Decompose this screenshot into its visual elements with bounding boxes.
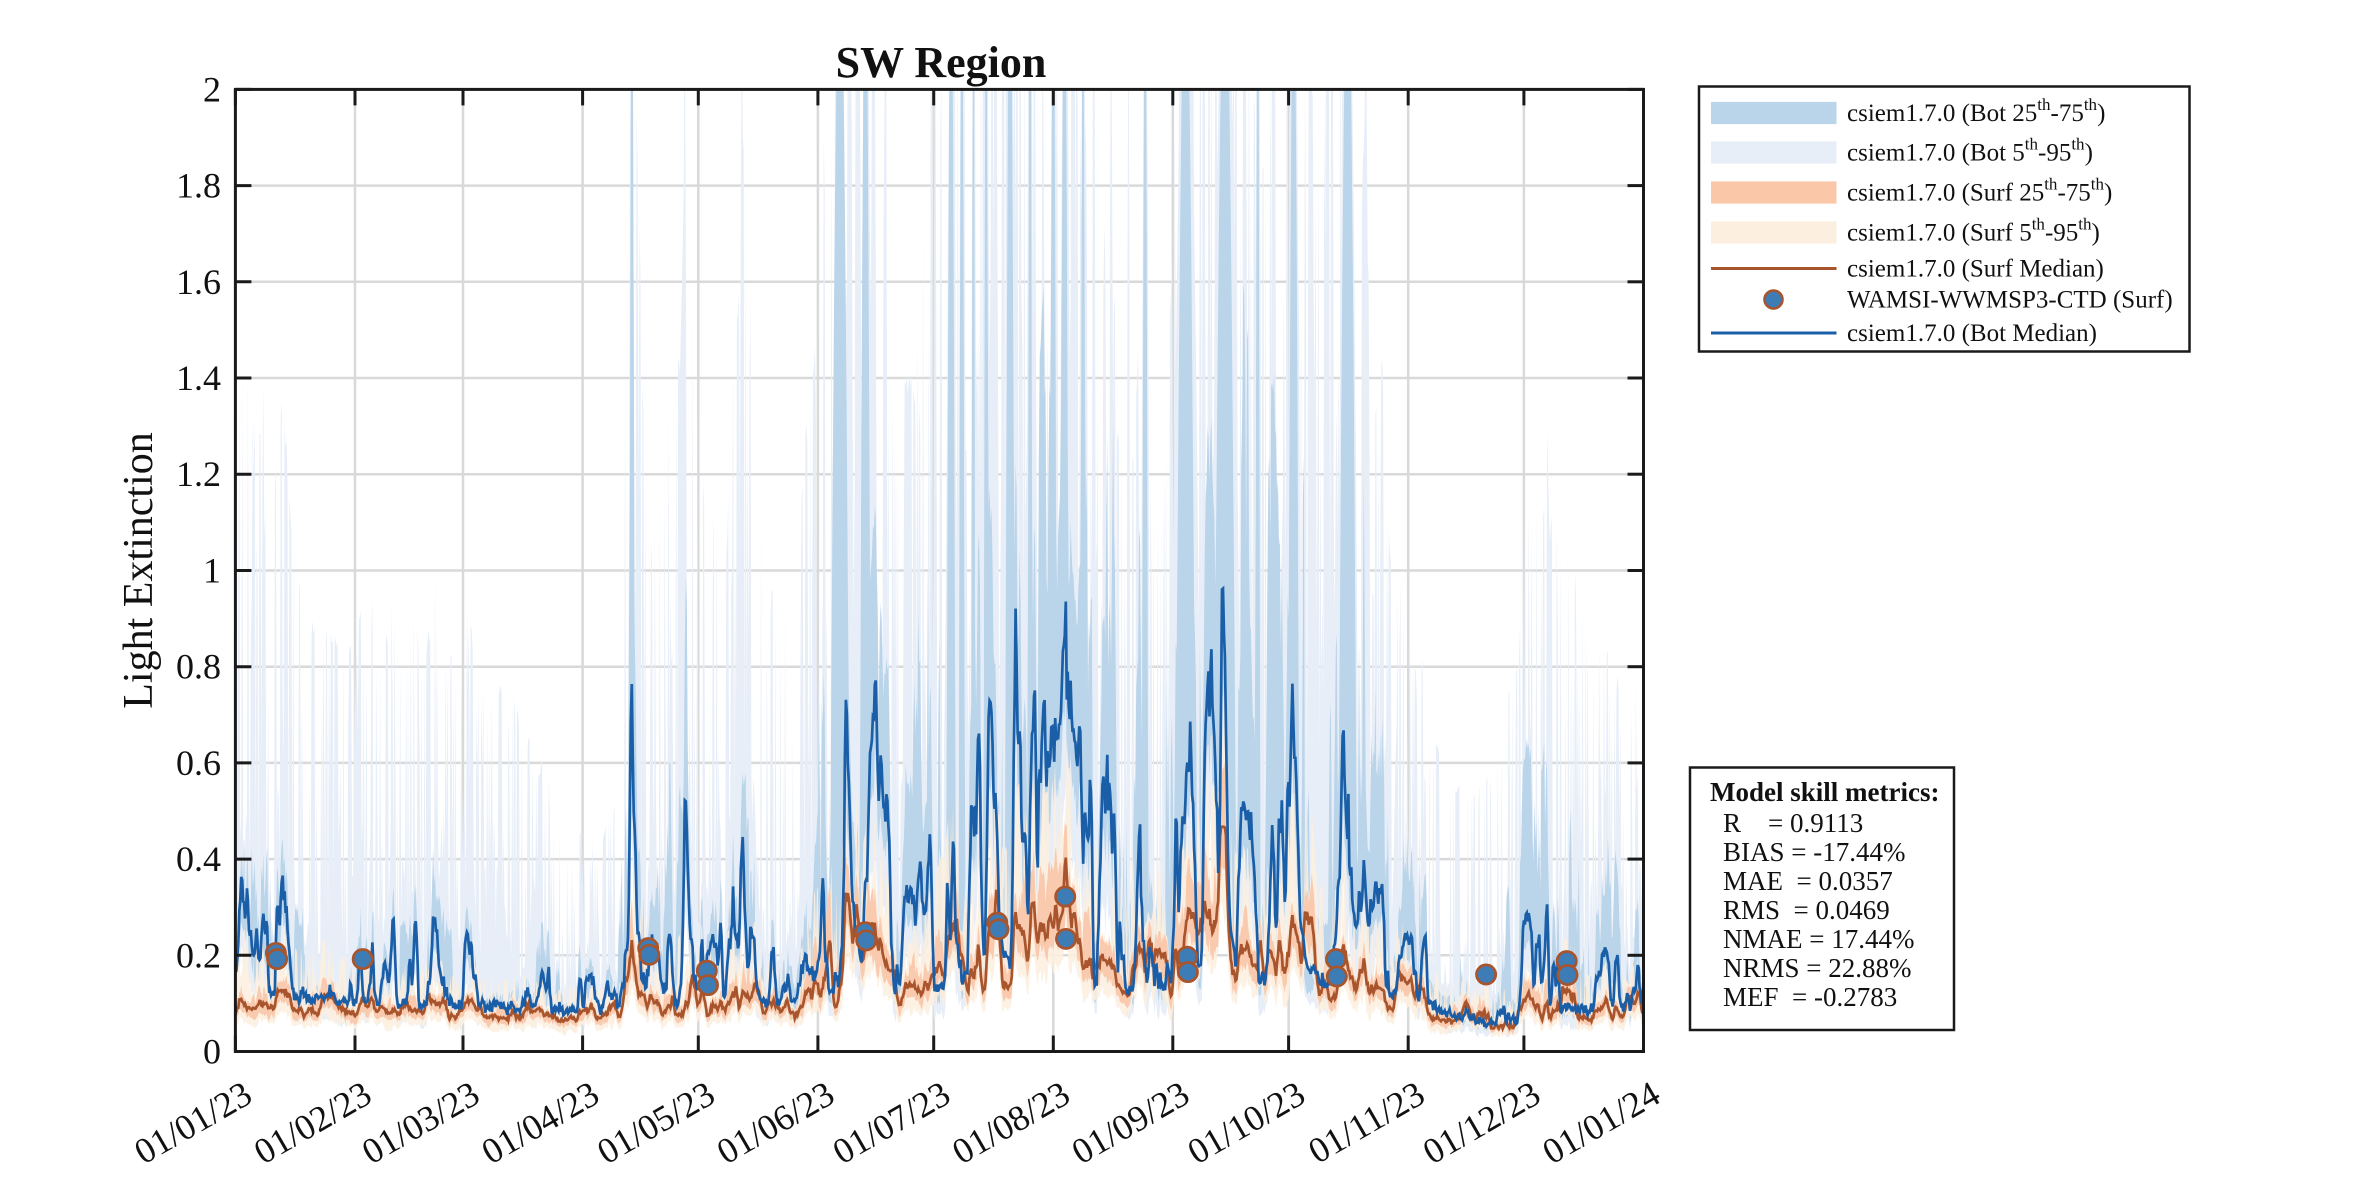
- svg-text:csiem1.7.0 (Bot 25th-75th): csiem1.7.0 (Bot 25th-75th): [1847, 95, 2105, 127]
- svg-text:2: 2: [203, 69, 221, 109]
- svg-text:0: 0: [203, 1032, 221, 1072]
- svg-text:csiem1.7.0 (Bot Median): csiem1.7.0 (Bot Median): [1847, 320, 2097, 347]
- svg-text:1.4: 1.4: [176, 358, 221, 398]
- svg-text:NRMS = 22.88%: NRMS = 22.88%: [1723, 953, 1912, 983]
- svg-text:1.8: 1.8: [176, 166, 221, 206]
- svg-text:0.8: 0.8: [176, 647, 221, 687]
- svg-text:csiem1.7.0 (Surf Median): csiem1.7.0 (Surf Median): [1847, 256, 2104, 283]
- svg-text:Light Extinction: Light Extinction: [116, 432, 162, 708]
- svg-text:0.2: 0.2: [176, 935, 221, 975]
- svg-text:0.4: 0.4: [176, 839, 221, 879]
- svg-text:0.6: 0.6: [176, 743, 221, 783]
- svg-text:1: 1: [203, 551, 221, 591]
- svg-text:NMAE = 17.44%: NMAE = 17.44%: [1723, 924, 1914, 954]
- svg-text:1.2: 1.2: [176, 454, 221, 494]
- svg-text:RMS = 0.0469: RMS = 0.0469: [1723, 895, 1890, 925]
- svg-text:Model skill metrics:: Model skill metrics:: [1710, 777, 1939, 807]
- svg-text:1.6: 1.6: [176, 262, 221, 302]
- svg-text:csiem1.7.0 (Surf 5th-95th): csiem1.7.0 (Surf 5th-95th): [1847, 215, 2100, 247]
- svg-text:BIAS = -17.44%: BIAS = -17.44%: [1723, 837, 1905, 867]
- svg-text:SW Region: SW Region: [836, 38, 1047, 87]
- svg-text:WAMSI-WWMSP3-CTD (Surf): WAMSI-WWMSP3-CTD (Surf): [1847, 287, 2173, 314]
- svg-text:R = 0.9113: R = 0.9113: [1723, 808, 1863, 838]
- svg-text:csiem1.7.0 (Bot 5th-95th): csiem1.7.0 (Bot 5th-95th): [1847, 135, 2093, 167]
- svg-text:MAE = 0.0357: MAE = 0.0357: [1723, 866, 1893, 896]
- svg-text:csiem1.7.0 (Surf 25th-75th): csiem1.7.0 (Surf 25th-75th): [1847, 175, 2112, 207]
- svg-text:MEF = -0.2783: MEF = -0.2783: [1723, 982, 1897, 1012]
